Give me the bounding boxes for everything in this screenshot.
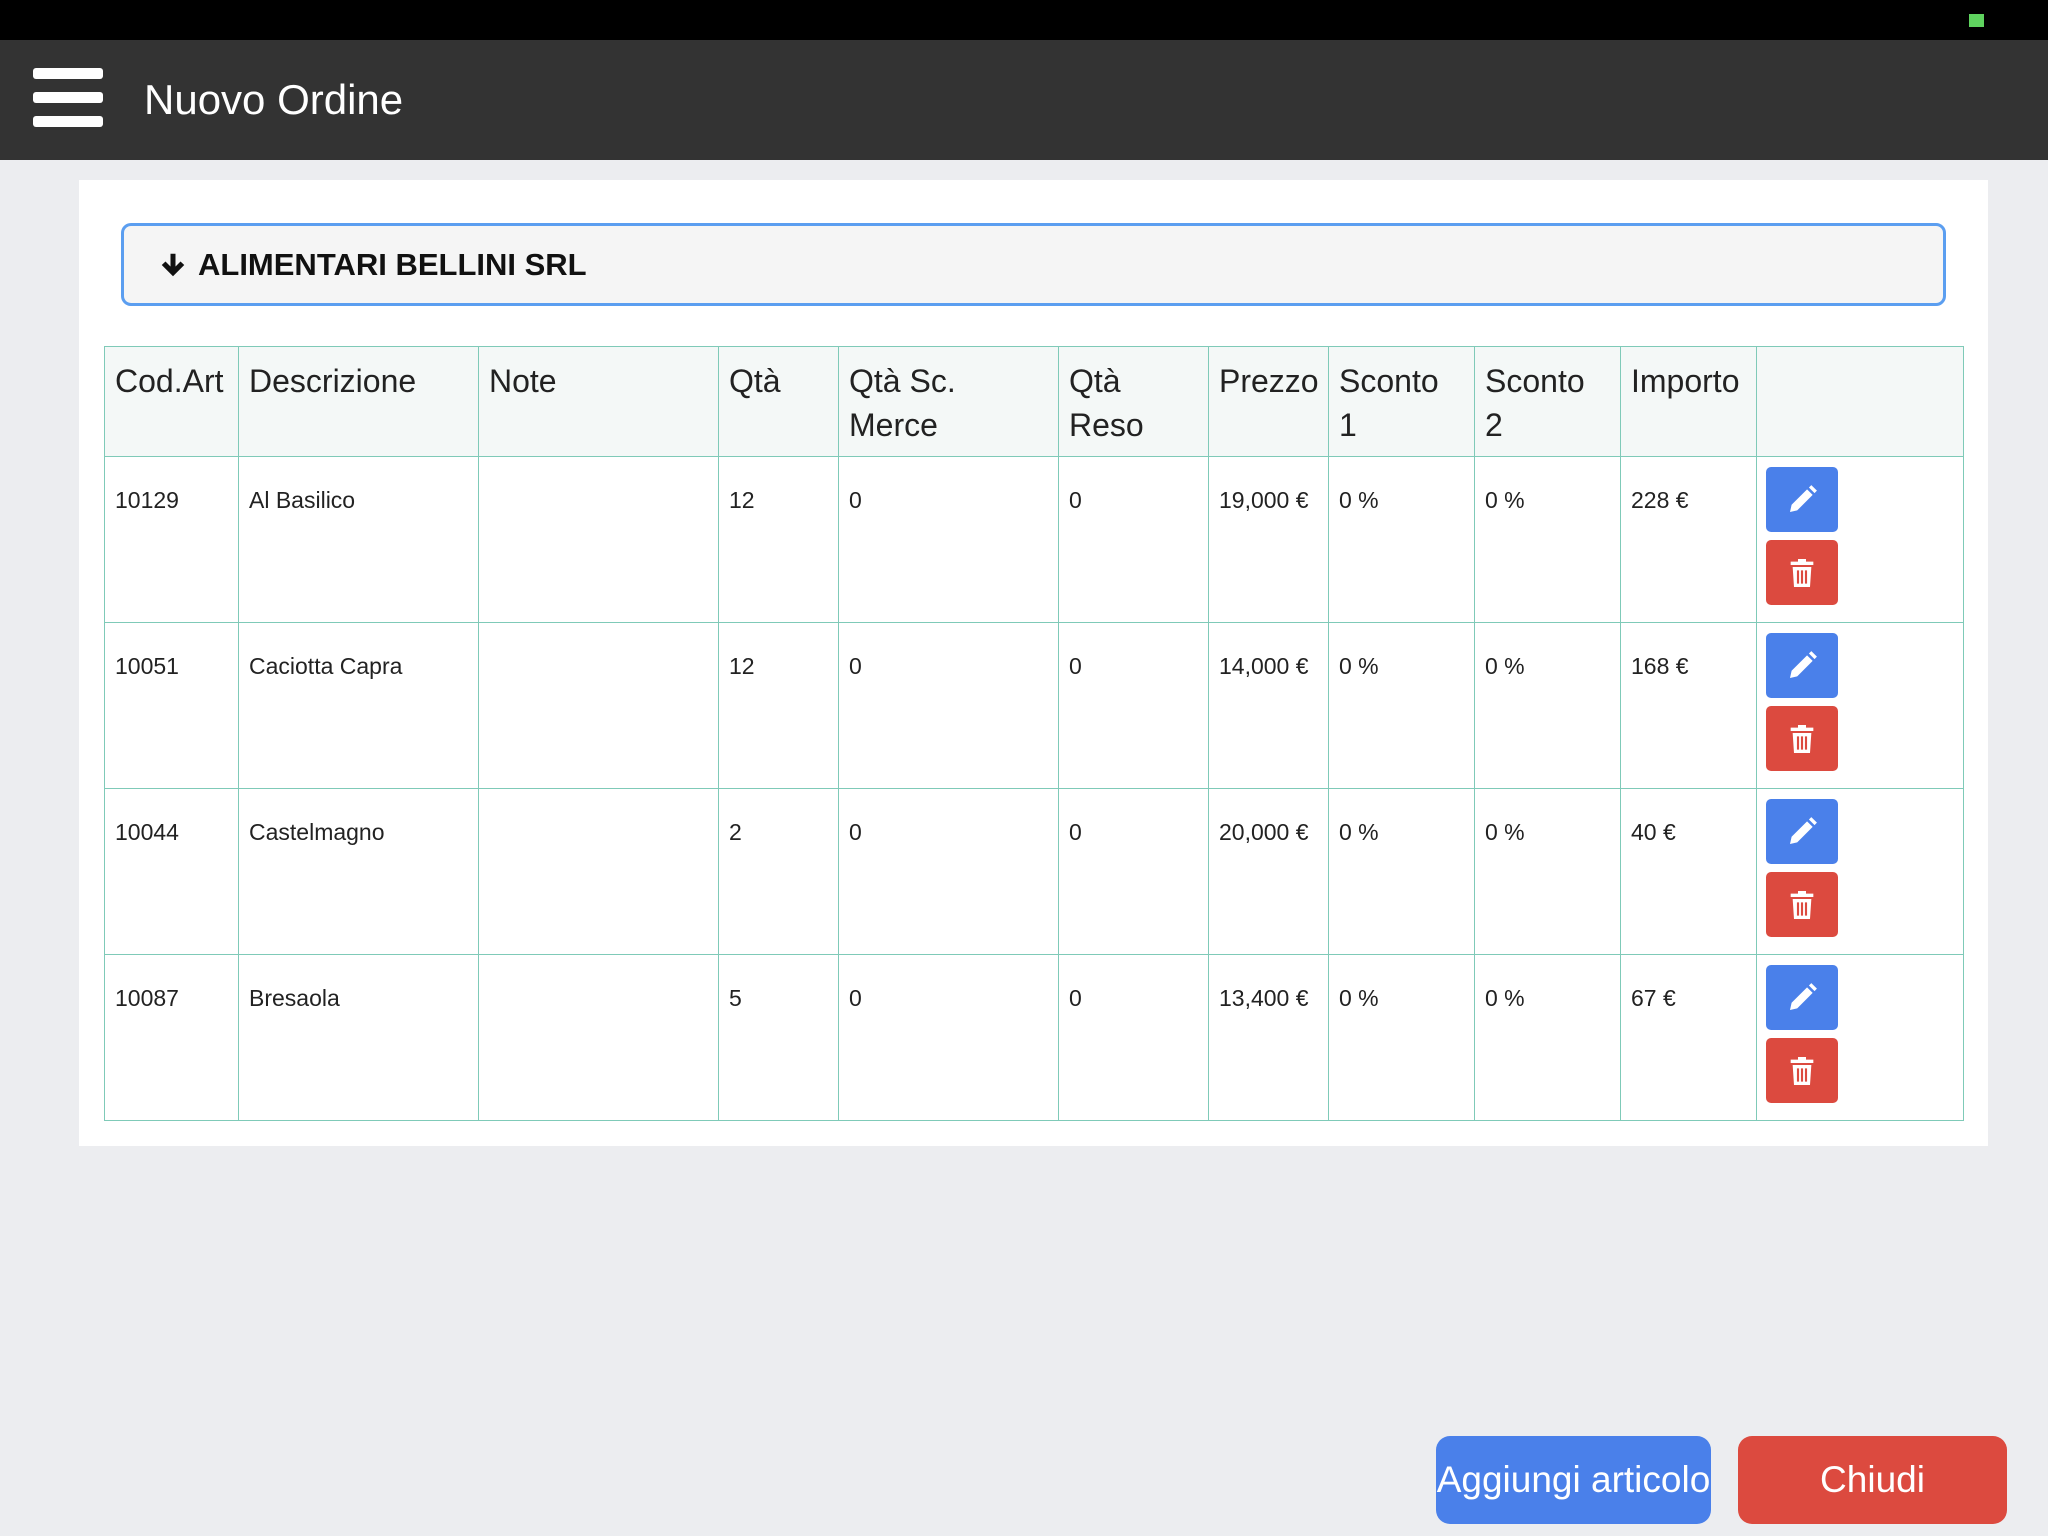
nav-bar: Nuovo Ordine <box>0 40 2048 160</box>
cell-qta-sc-merce: 0 <box>838 788 1059 955</box>
cell-prezzo: 13,400 € <box>1208 954 1329 1121</box>
cell-qta-reso: 0 <box>1058 788 1209 955</box>
column-header-actions <box>1756 346 1964 457</box>
order-items-table: Cod.Art Descrizione Note Qtà Qtà Sc. Mer… <box>104 346 1964 1121</box>
cell-qta-sc-merce: 0 <box>838 954 1059 1121</box>
cell-note <box>478 622 719 789</box>
edit-item-button[interactable] <box>1766 965 1838 1030</box>
trash-icon <box>1790 558 1814 587</box>
cell-qta-reso: 0 <box>1058 954 1209 1121</box>
column-header-note: Note <box>478 346 719 457</box>
battery-icon <box>1969 14 1984 27</box>
delete-item-button[interactable] <box>1766 540 1838 605</box>
cell-qta: 12 <box>718 456 839 623</box>
column-header-importo: Importo <box>1620 346 1757 457</box>
column-header-qta-sc-merce: Qtà Sc. Merce <box>838 346 1059 457</box>
cell-actions <box>1756 456 1964 623</box>
cell-importo: 40 € <box>1620 788 1757 955</box>
cell-qta: 12 <box>718 622 839 789</box>
customer-panel[interactable]: ALIMENTARI BELLINI SRL <box>121 223 1946 306</box>
cell-sconto-1: 0 % <box>1328 788 1475 955</box>
cell-importo: 67 € <box>1620 954 1757 1121</box>
cell-qta-reso: 0 <box>1058 456 1209 623</box>
delete-item-button[interactable] <box>1766 1038 1838 1103</box>
cell-descrizione: Castelmagno <box>238 788 479 955</box>
cell-note <box>478 788 719 955</box>
pencil-icon <box>1790 650 1817 678</box>
table-row: 10129 Al Basilico 12 0 0 19,000 € 0 % 0 … <box>104 456 1964 623</box>
close-button[interactable]: Chiudi <box>1738 1436 2007 1524</box>
status-bar <box>0 0 2048 40</box>
column-header-sconto-2: Sconto 2 <box>1474 346 1621 457</box>
add-item-button[interactable]: Aggiungi articolo <box>1436 1436 1711 1524</box>
cell-descrizione: Bresaola <box>238 954 479 1121</box>
cell-sconto-2: 0 % <box>1474 622 1621 789</box>
column-header-descrizione: Descrizione <box>238 346 479 457</box>
table-row: 10051 Caciotta Capra 12 0 0 14,000 € 0 %… <box>104 622 1964 789</box>
column-header-qta-reso: Qtà Reso <box>1058 346 1209 457</box>
cell-actions <box>1756 622 1964 789</box>
cell-sconto-1: 0 % <box>1328 622 1475 789</box>
cell-sconto-2: 0 % <box>1474 954 1621 1121</box>
cell-descrizione: Caciotta Capra <box>238 622 479 789</box>
pencil-icon <box>1790 982 1817 1010</box>
cell-descrizione: Al Basilico <box>238 456 479 623</box>
cell-qta: 5 <box>718 954 839 1121</box>
pencil-icon <box>1790 816 1817 844</box>
customer-name: ALIMENTARI BELLINI SRL <box>198 246 587 282</box>
edit-item-button[interactable] <box>1766 633 1838 698</box>
cell-importo: 228 € <box>1620 456 1757 623</box>
cell-sconto-1: 0 % <box>1328 954 1475 1121</box>
trash-icon <box>1790 890 1814 919</box>
cell-cod-art: 10087 <box>104 954 239 1121</box>
cell-importo: 168 € <box>1620 622 1757 789</box>
cell-qta-sc-merce: 0 <box>838 456 1059 623</box>
edit-item-button[interactable] <box>1766 799 1838 864</box>
cell-sconto-2: 0 % <box>1474 788 1621 955</box>
trash-icon <box>1790 724 1814 753</box>
cell-qta-sc-merce: 0 <box>838 622 1059 789</box>
delete-item-button[interactable] <box>1766 872 1838 937</box>
table-row: 10044 Castelmagno 2 0 0 20,000 € 0 % 0 %… <box>104 788 1964 955</box>
cell-qta: 2 <box>718 788 839 955</box>
arrow-down-icon <box>161 253 185 276</box>
column-header-sconto-1: Sconto 1 <box>1328 346 1475 457</box>
cell-qta-reso: 0 <box>1058 622 1209 789</box>
table-row: 10087 Bresaola 5 0 0 13,400 € 0 % 0 % 67… <box>104 954 1964 1121</box>
cell-sconto-2: 0 % <box>1474 456 1621 623</box>
column-header-qta: Qtà <box>718 346 839 457</box>
delete-item-button[interactable] <box>1766 706 1838 771</box>
hamburger-menu-icon[interactable] <box>33 68 103 128</box>
cell-cod-art: 10044 <box>104 788 239 955</box>
cell-actions <box>1756 788 1964 955</box>
cell-cod-art: 10129 <box>104 456 239 623</box>
trash-icon <box>1790 1056 1814 1085</box>
cell-prezzo: 19,000 € <box>1208 456 1329 623</box>
cell-sconto-1: 0 % <box>1328 456 1475 623</box>
page-title: Nuovo Ordine <box>144 76 404 123</box>
cell-cod-art: 10051 <box>104 622 239 789</box>
order-card: ALIMENTARI BELLINI SRL Cod.Art Descrizio… <box>79 180 1988 1146</box>
column-header-prezzo: Prezzo <box>1208 346 1329 457</box>
edit-item-button[interactable] <box>1766 467 1838 532</box>
cell-prezzo: 20,000 € <box>1208 788 1329 955</box>
cell-prezzo: 14,000 € <box>1208 622 1329 789</box>
cell-note <box>478 954 719 1121</box>
cell-note <box>478 456 719 623</box>
cell-actions <box>1756 954 1964 1121</box>
column-header-cod-art: Cod.Art <box>104 346 239 457</box>
table-header-row: Cod.Art Descrizione Note Qtà Qtà Sc. Mer… <box>104 346 1964 457</box>
pencil-icon <box>1790 484 1817 512</box>
